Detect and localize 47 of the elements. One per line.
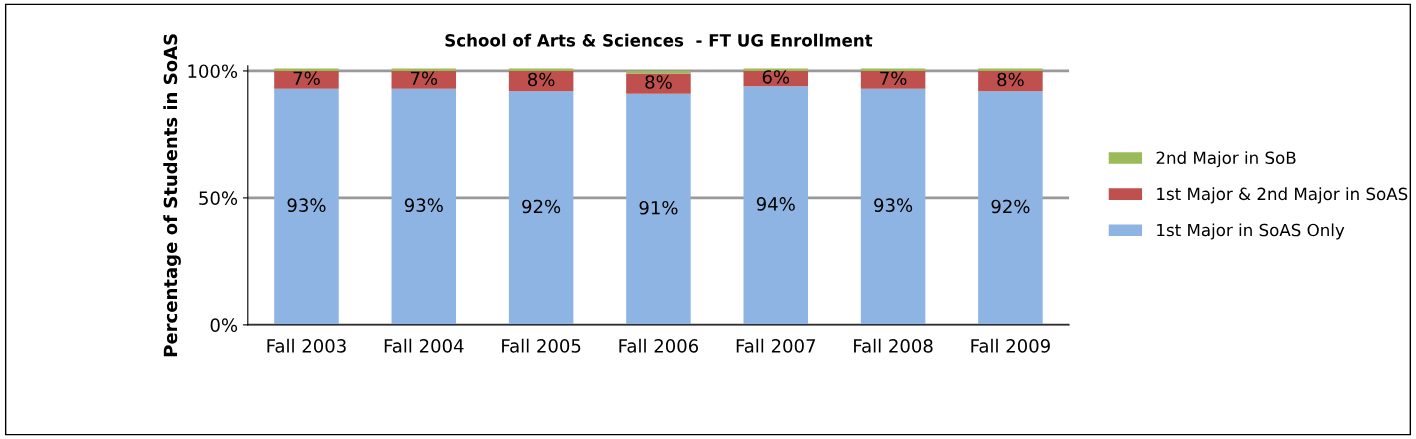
data-label: 92% [991, 199, 1030, 214]
bar [743, 68, 809, 71]
x-tick-label: Fall 2007 [736, 338, 815, 353]
y-tick-label: 50% [199, 191, 238, 206]
bar [274, 68, 339, 71]
bar [860, 68, 926, 71]
data-label: 7% [410, 71, 438, 86]
data-label: 8% [645, 75, 672, 89]
bar [743, 86, 809, 325]
bar [626, 73, 691, 94]
data-label: 7% [293, 71, 320, 86]
data-label: 94% [756, 197, 795, 211]
x-tick-label: Fall 2006 [619, 338, 699, 353]
x-tick-label: Fall 2009 [971, 338, 1050, 353]
bar [508, 68, 574, 71]
bar [860, 70, 926, 89]
data-label: 8% [528, 72, 555, 87]
bar [391, 88, 457, 325]
x-tick-label: Fall 2008 [854, 338, 933, 353]
data-label: 93% [287, 198, 326, 213]
x-tick-label: Fall 2003 [267, 338, 346, 353]
data-label: 92% [522, 199, 561, 214]
bar [391, 70, 457, 89]
data-label: 93% [404, 198, 443, 213]
data-label: 6% [762, 70, 790, 84]
y-tick-label: 0% [210, 318, 238, 332]
bar [391, 68, 457, 71]
legend-label: 2nd Major in SoB [1156, 151, 1296, 168]
y-axis-title: Percentage of Students in SoAS [163, 34, 181, 357]
data-label: 8% [997, 72, 1024, 87]
bar [274, 70, 339, 89]
data-label: 91% [639, 200, 678, 215]
legend-label: 1st Major & 2nd Major in SoAS [1157, 187, 1408, 204]
x-tick-label: Fall 2005 [502, 338, 581, 353]
bar [508, 91, 574, 325]
bar [626, 93, 691, 325]
bar [274, 88, 339, 325]
bar [978, 68, 1043, 71]
x-tick-label: Fall 2004 [384, 338, 464, 353]
legend-label: 1st Major in SoAS Only [1157, 223, 1345, 240]
bar [860, 88, 926, 325]
data-label: 7% [880, 71, 907, 86]
bar [978, 70, 1043, 92]
chart-title: School of Arts & Sciences - FT UG Enrollment [445, 33, 873, 47]
bar [978, 91, 1043, 325]
y-tick-label: 100% [188, 64, 238, 79]
data-label: 93% [874, 198, 913, 213]
